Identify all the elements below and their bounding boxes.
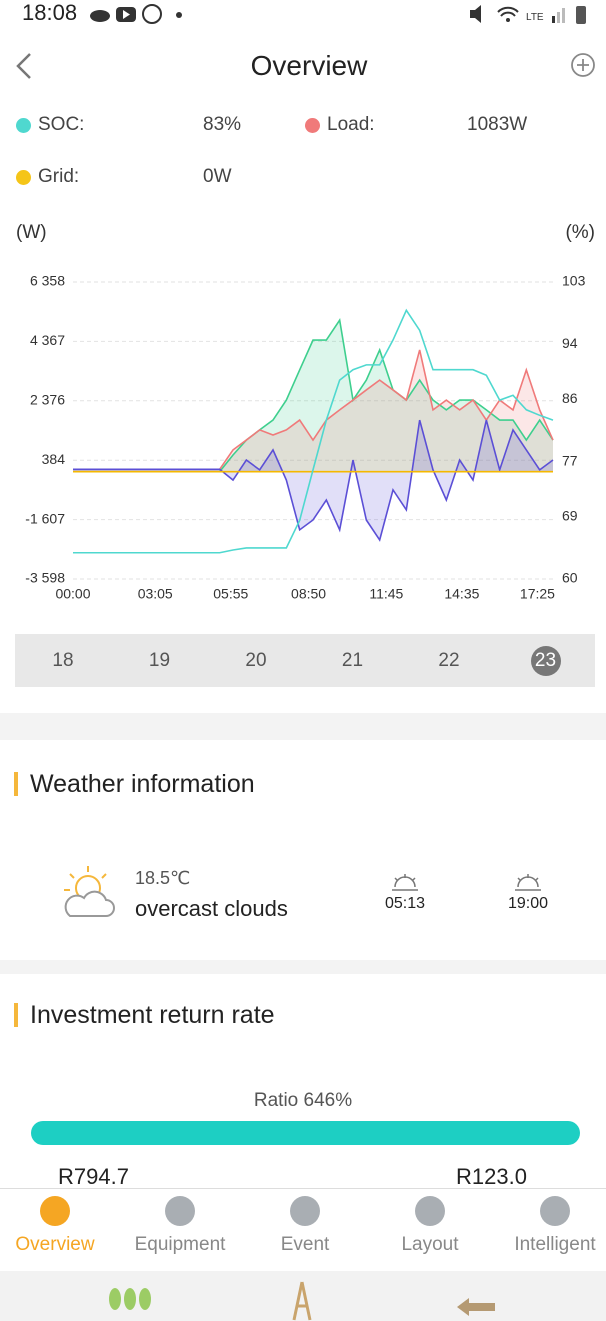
tab-icon — [40, 1196, 70, 1226]
tab-label: Equipment — [134, 1234, 226, 1255]
x-tick-label: 03:05 — [138, 586, 173, 602]
y-axis-label: (W) — [16, 222, 47, 243]
system-icon[interactable] — [455, 1296, 497, 1318]
y-tick-label: 6 358 — [30, 273, 65, 289]
tab[interactable]: Intelligent — [495, 1196, 606, 1256]
y-tick-label: -3 598 — [25, 570, 65, 586]
section-title: Weather information — [14, 772, 255, 797]
y2-axis-label: (%) — [565, 222, 595, 243]
summary-value: 83% — [203, 114, 242, 135]
tab-label: Layout — [401, 1234, 459, 1255]
sunset-icon — [515, 874, 541, 891]
x-tick-label: 11:45 — [369, 586, 403, 602]
status-icons — [90, 4, 182, 24]
day-item[interactable]: 18 — [52, 650, 74, 671]
legend-dot — [16, 170, 31, 185]
day-item[interactable]: 22 — [438, 650, 460, 671]
tab-icon — [165, 1196, 195, 1226]
series-area — [73, 320, 553, 472]
series-line — [73, 419, 554, 542]
y2-tick-label: 77 — [562, 452, 578, 468]
amount-right: R123.0 — [456, 1164, 527, 1189]
status-time: 18:08 — [22, 0, 78, 25]
legend-dot — [16, 118, 31, 133]
y-tick-label: 2 376 — [30, 391, 65, 407]
summary-label: Load: — [327, 114, 375, 135]
summary-value: 0W — [203, 166, 232, 187]
day-item[interactable]: 23 — [530, 646, 561, 676]
day-item[interactable]: 19 — [148, 650, 171, 671]
weather-icon — [64, 866, 115, 917]
back-button[interactable] — [12, 50, 36, 82]
y2-tick-label: 103 — [562, 273, 586, 289]
series-area — [73, 349, 553, 472]
svg-text:LTE: LTE — [526, 12, 544, 23]
sunrise-icon — [392, 874, 418, 891]
x-tick-label: 08:50 — [291, 586, 326, 602]
add-button[interactable] — [570, 52, 596, 78]
series-line — [73, 308, 554, 554]
y2-tick-label: 94 — [562, 335, 578, 351]
sunrise-time: 05:13 — [384, 895, 426, 912]
y2-tick-label: 60 — [562, 570, 578, 586]
x-tick-label: 14:35 — [444, 586, 479, 602]
day-item[interactable]: 20 — [245, 650, 267, 671]
sunset-time: 19:00 — [507, 895, 549, 912]
page-title: Overview — [250, 50, 368, 81]
tab-label: Overview — [15, 1234, 95, 1255]
x-tick-label: 17:25 — [520, 586, 555, 602]
separator — [0, 960, 606, 974]
weather-condition: overcast clouds — [135, 896, 288, 921]
tab[interactable]: Event — [245, 1196, 365, 1256]
day-selector — [15, 634, 595, 687]
tab-label: Event — [280, 1234, 330, 1255]
tab[interactable]: Equipment — [120, 1196, 240, 1256]
tab-icon — [415, 1196, 445, 1226]
system-icon[interactable] — [105, 1285, 155, 1321]
section-title: Investment return rate — [14, 1003, 275, 1028]
system-bar — [0, 1271, 606, 1321]
y-tick-label: 384 — [42, 451, 66, 467]
ratio-label: Ratio 646% — [253, 1090, 353, 1111]
amount-left: R794.7 — [58, 1164, 129, 1189]
x-tick-label: 00:00 — [55, 586, 90, 602]
day-item[interactable]: 21 — [341, 650, 364, 671]
series-area — [73, 420, 553, 540]
tab-icon — [290, 1196, 320, 1226]
tab-label: Intelligent — [514, 1234, 596, 1255]
legend-dot — [305, 118, 320, 133]
y-tick-label: 4 367 — [30, 332, 65, 348]
y2-tick-label: 86 — [562, 390, 578, 406]
ratio-bar — [31, 1121, 580, 1145]
system-icon[interactable] — [290, 1280, 314, 1321]
summary-value: 1083W — [467, 114, 528, 135]
tab[interactable]: Overview — [0, 1196, 115, 1256]
status-right-icons: LTE — [470, 5, 586, 24]
separator — [0, 713, 606, 740]
y-tick-label: -1 607 — [25, 510, 65, 526]
summary-label: Grid: — [38, 166, 80, 187]
tab-icon — [540, 1196, 570, 1226]
temperature: 18.5℃ — [135, 868, 191, 888]
y2-tick-label: 69 — [562, 508, 578, 524]
tab[interactable]: Layout — [370, 1196, 490, 1256]
summary-label: SOC: — [38, 114, 85, 135]
chart: (W) (%) 6 358 4 367 2 376 384 -1 607 -3 598 10… — [16, 222, 595, 602]
x-tick-label: 05:55 — [213, 586, 248, 602]
